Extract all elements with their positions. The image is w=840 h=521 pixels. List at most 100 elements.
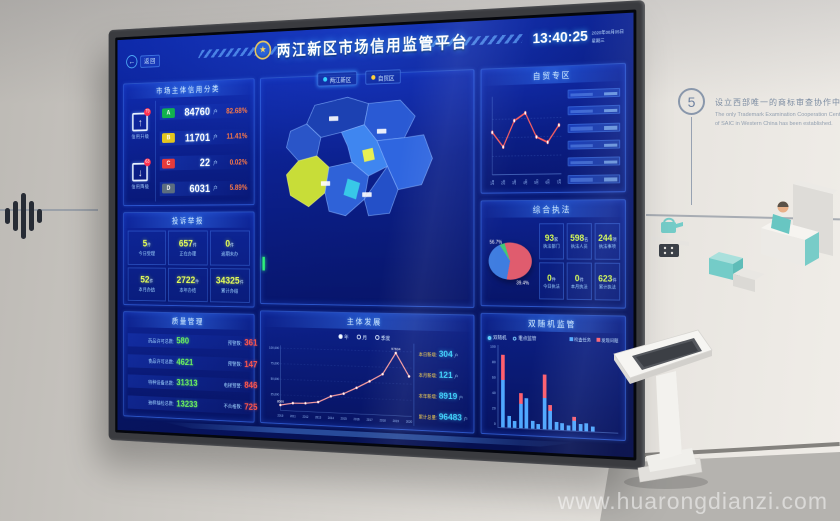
map-tab-label: 自贸区 — [378, 72, 394, 82]
axis-tick: 20 — [492, 406, 496, 410]
enforcement-unit: 件 — [579, 277, 583, 282]
stacked-bar — [548, 346, 552, 429]
bar-task-segment — [530, 420, 534, 428]
svg-text:1月: 1月 — [490, 180, 494, 186]
legend-item[interactable]: 年 — [339, 333, 349, 341]
random-tab-label: 重点监管 — [518, 335, 536, 342]
stacked-bar — [590, 348, 594, 432]
panel-quality: 质量管理 药品许可总数: 580 预警数: 361 食品许可总数: 4621 预警数: 147… — [123, 311, 254, 423]
tab-dot-icon — [323, 77, 327, 82]
credit-upgrade[interactable]: 79 ↑ 信用升级 — [131, 112, 149, 140]
svg-text:2014: 2014 — [328, 416, 334, 420]
back-button[interactable]: ← 返回 — [126, 54, 160, 69]
upgrade-badge: 79 — [144, 108, 151, 116]
map-tab[interactable]: 自贸区 — [365, 69, 400, 84]
panel-credit-classification: 市场主体信用分类 79 ↑ 信用升级 — [123, 78, 254, 206]
panel-title: 综合执法 — [482, 200, 625, 218]
enforcement-label: 执法人员 — [571, 244, 588, 250]
grade-badge: B — [162, 133, 175, 143]
quality-warn-label: 预警数: — [212, 360, 245, 368]
center-column: 主体发展 年月季度 25,000 50,000 75,000 100,000 2010 2… — [260, 69, 474, 434]
svg-text:2018: 2018 — [380, 418, 387, 422]
bar-problem-segment — [519, 393, 523, 403]
bar-task-segment — [566, 425, 570, 430]
enforcement-label: 执法部门 — [543, 244, 560, 250]
kiosk-stand[interactable] — [602, 320, 732, 495]
bar-task-segment — [525, 399, 529, 429]
map-tab[interactable]: 两江新区 — [317, 71, 357, 86]
random-tab[interactable]: 双随机 — [488, 334, 507, 341]
complaint-label: 累计办结 — [221, 287, 238, 294]
svg-text:2010: 2010 — [278, 414, 284, 418]
ftz-stat-row — [568, 122, 621, 132]
display-bezel: ← 返回 ★ 两江新区市场信用监管平台 13:40:25 2020 年 0 — [115, 9, 636, 460]
svg-text:2020: 2020 — [406, 420, 413, 424]
random-tab[interactable]: 重点监管 — [513, 335, 537, 342]
legend-label: 季度 — [381, 334, 390, 342]
legend-swatch-icon — [569, 337, 573, 341]
svg-text:8606: 8606 — [277, 399, 284, 403]
development-stat: 本年新增: 8919 户 — [419, 390, 470, 403]
stacked-bar — [554, 347, 558, 430]
milestone-number: 5 — [678, 88, 705, 115]
enforcement-value: 598名 — [570, 233, 588, 243]
legend-item[interactable]: 月 — [357, 333, 367, 341]
complaint-cell: 34325件 累计办结 — [210, 268, 250, 303]
stacked-bar — [560, 347, 564, 430]
dashboard-grid: 市场主体信用分类 79 ↑ 信用升级 — [123, 63, 626, 441]
showroom-scene: 5 设立西部唯一的商标审查协作中心。 The only Trademark Ex… — [0, 0, 840, 521]
svg-text:2011: 2011 — [290, 414, 296, 418]
bar-task-segment — [560, 423, 564, 430]
clock: 13:40:25 2020年08月05日 星期三 — [532, 26, 623, 48]
enforcement-cell: 0件 本月执法 — [567, 263, 592, 301]
quality-value: 31313 — [176, 378, 211, 389]
stat-label: 累计总量: — [419, 413, 437, 420]
stat-label: 本月新增: — [419, 372, 437, 379]
svg-text:2月: 2月 — [501, 180, 505, 186]
complaint-label: 本月办结 — [139, 286, 155, 293]
quality-label: 抽样抽检总数: — [130, 398, 176, 407]
enforcement-unit: 家 — [554, 237, 558, 242]
axis-tick: 60 — [492, 376, 496, 380]
grade-badge: C — [162, 158, 175, 168]
development-stat: 本月新增: 121 户 — [419, 369, 470, 381]
back-label: 返回 — [140, 54, 159, 67]
complaint-cell: 2722件 本年办结 — [168, 267, 207, 302]
development-stat: 本日新增: 304 户 — [419, 349, 470, 361]
stacked-bar — [578, 347, 582, 431]
credit-downgrade[interactable]: 63 ↓ 信用降级 — [131, 163, 149, 191]
ftz-stat-row — [568, 174, 621, 184]
credit-percent: 82.68% — [226, 106, 247, 115]
random-yaxis: 100 80 60 40 20 0 — [486, 345, 498, 428]
ftz-line-chart: 1月 2月 3月 4月 5月 6月 7月 — [486, 86, 563, 189]
complaint-value: 657件 — [179, 238, 197, 249]
credit-count: 11701 — [178, 131, 210, 144]
development-stats: 本日新增: 304 户本月新增: 121 户本年新增: 8919 户累计总量: 96483 户 — [413, 344, 469, 429]
title-wrap: ★ 两江新区市场信用监管平台 — [255, 28, 469, 62]
svg-text:97634: 97634 — [391, 347, 400, 351]
complaint-value: 52件 — [140, 275, 153, 286]
credit-unit: 户 — [213, 158, 218, 166]
stacked-bar — [584, 347, 588, 431]
credit-row: B 11701 户 11.41% — [160, 129, 250, 146]
svg-text:5月: 5月 — [534, 179, 538, 185]
liangjiang-district-map[interactable] — [262, 80, 471, 305]
bar-task-segment — [548, 411, 552, 429]
wall-display: ← 返回 ★ 两江新区市场信用监管平台 13:40:25 2020 年 0 — [109, 0, 645, 470]
enforcement-label: 执法事项 — [599, 244, 616, 250]
stat-label: 本年新增: — [419, 393, 437, 400]
left-column: 市场主体信用分类 79 ↑ 信用升级 — [123, 78, 254, 423]
axis-tick: 0 — [494, 422, 496, 426]
clock-time: 13:40:25 — [532, 28, 587, 47]
complaint-value: 5件 — [143, 238, 151, 249]
enforcement-cell: 93家 执法部门 — [539, 223, 564, 260]
legend-item[interactable]: 季度 — [375, 334, 390, 342]
clock-weekday: 星期三 — [592, 36, 624, 45]
svg-text:7月: 7月 — [557, 179, 561, 185]
panel-title: 投诉举报 — [124, 212, 254, 228]
random-tab-label: 双随机 — [493, 334, 506, 341]
complaint-cell: 52件 本月办结 — [128, 267, 166, 301]
credit-row: C 22 户 0.02% — [160, 155, 250, 171]
stacked-bar — [536, 346, 540, 429]
downgrade-badge: 63 — [144, 158, 151, 166]
